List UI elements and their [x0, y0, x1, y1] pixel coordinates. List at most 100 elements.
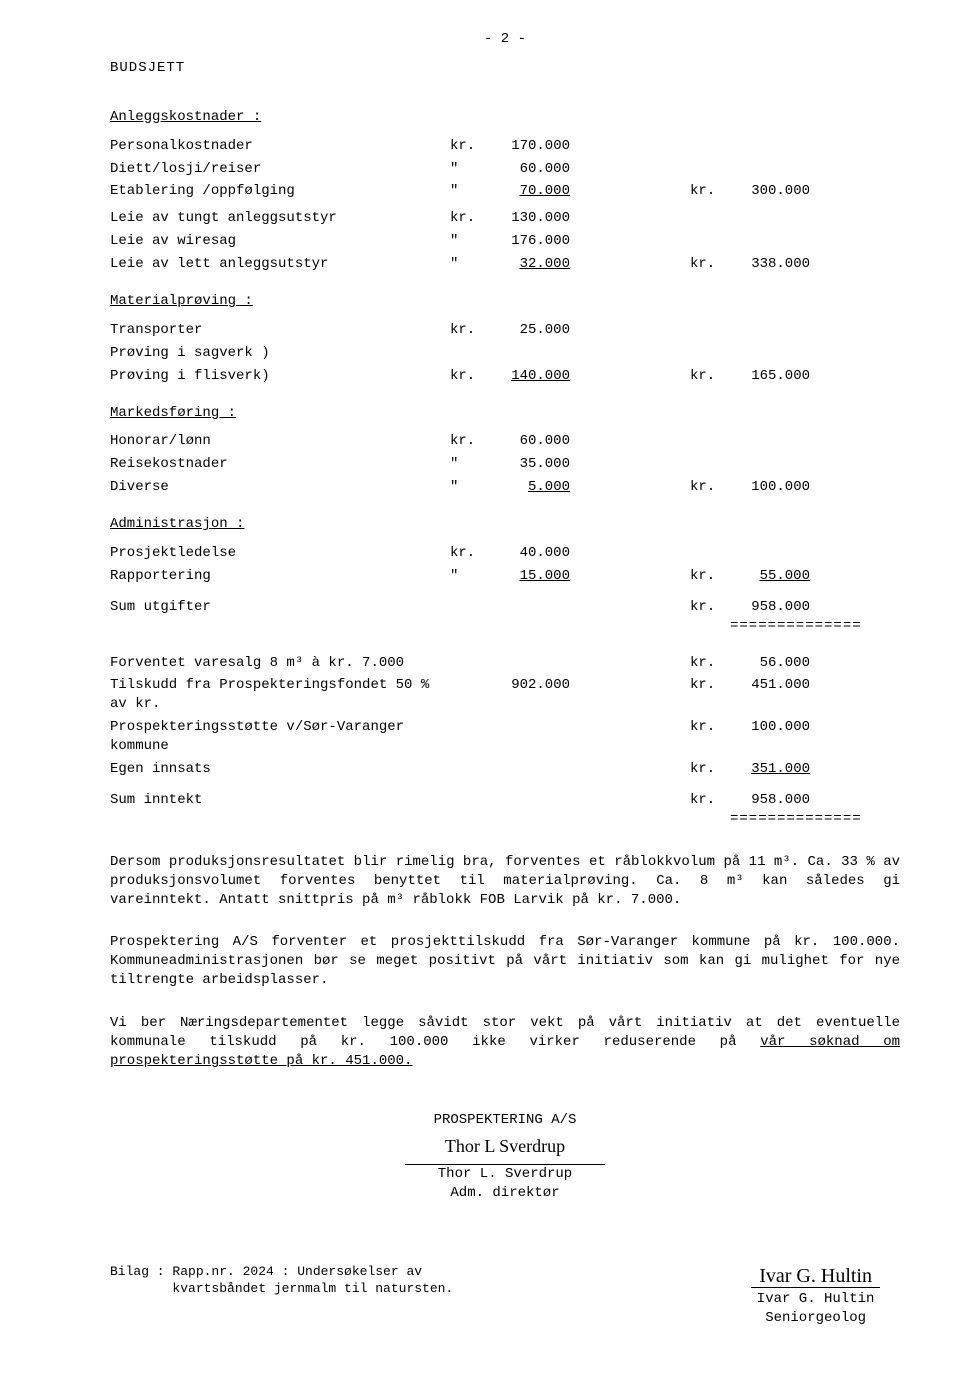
row-desc: Tilskudd fra Prospekteringsfondet 50 % a… [110, 676, 450, 714]
row-currency-2: kr. [690, 676, 730, 714]
row-value-2 [730, 137, 810, 156]
sig-title-2: Seniorgeolog [751, 1309, 880, 1328]
row-value-1 [490, 344, 570, 363]
row-value-1: 15.000 [490, 567, 570, 586]
row-desc: Leie av tungt anleggsutstyr [110, 209, 450, 228]
row-value-2 [730, 344, 810, 363]
row-currency-1: kr. [450, 209, 490, 228]
budget-row: Etablering /oppfølging " 70.000 kr. 300.… [110, 182, 900, 201]
row-desc: Forventet varesalg 8 m³ à kr. 7.000 [110, 654, 450, 673]
row-currency-2 [690, 232, 730, 251]
row-value-1: 25.000 [490, 321, 570, 340]
sig-name-2: Ivar G. Hultin [751, 1290, 880, 1309]
row-value-2 [730, 544, 810, 563]
row-value-1: 5.000 [490, 478, 570, 497]
budget-row: Tilskudd fra Prospekteringsfondet 50 % a… [110, 676, 900, 714]
budget-row: Personalkostnader kr. 170.000 [110, 137, 900, 156]
row-currency-1: kr. [450, 432, 490, 451]
paragraph-2: Prospektering A/S forventer et prosjektt… [110, 933, 900, 990]
budget-row: Egen innsats kr. 351.000 [110, 760, 900, 779]
row-value-2: 56.000 [730, 654, 810, 673]
row-desc: Egen innsats [110, 760, 450, 779]
budget-row: Prosjektledelse kr. 40.000 [110, 544, 900, 563]
row-currency-1 [450, 760, 490, 779]
row-value-2: 100.000 [730, 478, 810, 497]
doc-title: BUDSJETT [110, 59, 900, 78]
row-value-1: 176.000 [490, 232, 570, 251]
sum-desc: Sum utgifter [110, 598, 450, 617]
row-currency-2: kr. [690, 182, 730, 201]
row-desc: Etablering /oppfølging [110, 182, 450, 201]
row-desc: Personalkostnader [110, 137, 450, 156]
row-desc: Diverse [110, 478, 450, 497]
row-value-1: 35.000 [490, 455, 570, 474]
row-currency-2 [690, 544, 730, 563]
budget-row: Rapportering " 15.000 kr. 55.000 [110, 567, 900, 586]
section-head-admin: Administrasjon : [110, 515, 900, 534]
row-value-2 [730, 209, 810, 228]
row-currency-1: kr. [450, 544, 490, 563]
budget-row: Transporter kr. 25.000 [110, 321, 900, 340]
budget-row: Forventet varesalg 8 m³ à kr. 7.000 kr. … [110, 654, 900, 673]
budget-row: Prøving i sagverk ) [110, 344, 900, 363]
row-value-2 [730, 432, 810, 451]
row-currency-1: " [450, 232, 490, 251]
row-desc: Prosjektledelse [110, 544, 450, 563]
row-currency-1: " [450, 567, 490, 586]
row-value-1: 140.000 [490, 367, 570, 386]
row-value-2 [730, 232, 810, 251]
row-value-2: 300.000 [730, 182, 810, 201]
budget-row: Honorar/lønn kr. 60.000 [110, 432, 900, 451]
budget-row: Diett/losji/reiser " 60.000 [110, 160, 900, 179]
row-currency-1: " [450, 255, 490, 274]
sig-scribble-2: Ivar G. Hultin [751, 1265, 880, 1288]
row-currency-1: " [450, 455, 490, 474]
sum-row: Sum inntekt kr. 958.000 [110, 791, 900, 810]
row-value-1: 32.000 [490, 255, 570, 274]
row-value-1: 130.000 [490, 209, 570, 228]
row-value-2 [730, 321, 810, 340]
row-currency-2: kr. [690, 718, 730, 756]
row-currency-1: kr. [450, 367, 490, 386]
row-value-1 [490, 760, 570, 779]
budget-row: Prøving i flisverk) kr. 140.000 kr. 165.… [110, 367, 900, 386]
row-value-1: 170.000 [490, 137, 570, 156]
paragraph-3: Vi ber Næringsdepartementet legge såvidt… [110, 1014, 900, 1071]
section-head-anlegg: Anleggskostnader : [110, 108, 900, 127]
row-value-2: 451.000 [730, 676, 810, 714]
budget-row: Leie av tungt anleggsutstyr kr. 130.000 [110, 209, 900, 228]
row-value-2 [730, 160, 810, 179]
row-value-2 [730, 455, 810, 474]
row-currency-2: kr. [690, 567, 730, 586]
sum-currency: kr. [690, 791, 730, 810]
sig-company: PROSPEKTERING A/S [110, 1111, 900, 1130]
budget-row: Reisekostnader " 35.000 [110, 455, 900, 474]
row-currency-1 [450, 654, 490, 673]
row-currency-1 [450, 344, 490, 363]
row-desc: Rapportering [110, 567, 450, 586]
row-currency-1: kr. [450, 137, 490, 156]
row-value-1: 70.000 [490, 182, 570, 201]
row-value-2: 55.000 [730, 567, 810, 586]
row-value-2: 338.000 [730, 255, 810, 274]
budget-row: Prospekteringsstøtte v/Sør-Varanger komm… [110, 718, 900, 756]
budget-row: Leie av lett anleggsutstyr " 32.000 kr. … [110, 255, 900, 274]
row-currency-1: " [450, 478, 490, 497]
sum-value: 958.000 [730, 791, 810, 810]
section-head-marked: Markedsføring : [110, 404, 900, 423]
row-currency-2: kr. [690, 367, 730, 386]
paragraph-1: Dersom produksjonsresultatet blir rimeli… [110, 853, 900, 910]
row-value-1: 60.000 [490, 432, 570, 451]
row-currency-2: kr. [690, 478, 730, 497]
row-value-1 [490, 654, 570, 673]
row-desc: Prøving i sagverk ) [110, 344, 450, 363]
signature-right: Ivar G. Hultin Ivar G. Hultin Seniorgeol… [751, 1263, 880, 1328]
row-value-2: 351.000 [730, 760, 810, 779]
row-currency-2 [690, 137, 730, 156]
row-value-2: 165.000 [730, 367, 810, 386]
row-desc: Honorar/lønn [110, 432, 450, 451]
row-currency-1: " [450, 160, 490, 179]
row-currency-1: kr. [450, 321, 490, 340]
row-currency-2 [690, 344, 730, 363]
page-number: - 2 - [110, 30, 900, 49]
